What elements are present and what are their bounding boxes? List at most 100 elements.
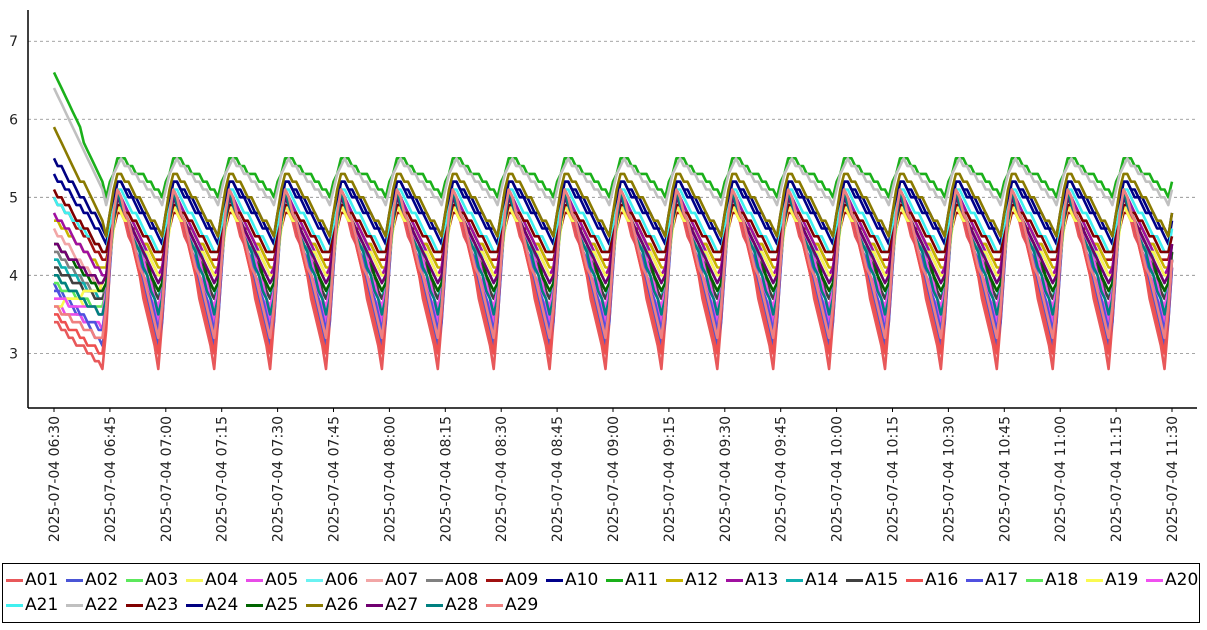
legend-swatch [306, 603, 323, 607]
legend-swatch [786, 578, 803, 582]
legend-label: A20 [1165, 570, 1199, 590]
legend-item-a02: A02 [66, 568, 118, 592]
legend-swatch [366, 578, 383, 582]
legend-label: A08 [445, 570, 479, 590]
legend-item-a29: A29 [486, 593, 538, 617]
legend-item-a12: A12 [666, 568, 718, 592]
legend-label: A02 [85, 570, 119, 590]
legend-label: A29 [505, 595, 539, 615]
legend-label: A17 [985, 570, 1019, 590]
legend-item-a23: A23 [126, 593, 178, 617]
legend-item-a21: A21 [6, 593, 58, 617]
legend-label: A18 [1045, 570, 1079, 590]
legend-label: A12 [685, 570, 719, 590]
legend-item-a08: A08 [426, 568, 478, 592]
legend-item-a11: A11 [606, 568, 658, 592]
series-lines [52, 71, 1174, 371]
legend-item-a09: A09 [486, 568, 538, 592]
legend-item-a26: A26 [306, 593, 358, 617]
legend-item-a18: A18 [1026, 568, 1078, 592]
series-line-a22 [52, 87, 1174, 207]
series-line-a11 [52, 71, 1174, 199]
legend-label: A28 [445, 595, 479, 615]
legend-item-a27: A27 [366, 593, 418, 617]
legend-label: A07 [385, 570, 419, 590]
legend-item-a17: A17 [966, 568, 1018, 592]
legend-swatch [426, 578, 443, 582]
legend-label: A21 [25, 595, 59, 615]
x-tick-label: 2025-07-04 07:45 [327, 416, 343, 542]
legend-label: A19 [1105, 570, 1139, 590]
y-tick-label: 3 [9, 346, 18, 362]
legend-label: A03 [145, 570, 179, 590]
y-tick-labels: 3 4 5 6 7 [9, 34, 18, 362]
legend-swatch [186, 603, 203, 607]
y-tick-label: 5 [9, 190, 18, 206]
x-tick-label: 2025-07-04 06:45 [103, 416, 119, 542]
legend-item-a15: A15 [846, 568, 898, 592]
legend-swatch [1086, 578, 1103, 582]
legend-item-a01: A01 [6, 568, 58, 592]
legend-label: A26 [325, 595, 359, 615]
x-tick-label: 2025-07-04 09:30 [718, 416, 734, 542]
legend-swatch [246, 578, 263, 582]
x-tick-label: 2025-07-04 09:45 [774, 416, 790, 542]
legend-swatch [246, 603, 263, 607]
legend-label: A15 [865, 570, 899, 590]
legend-label: A16 [925, 570, 959, 590]
legend-label: A11 [625, 570, 659, 590]
legend-swatch [666, 578, 683, 582]
legend-item-a03: A03 [126, 568, 178, 592]
legend-label: A24 [205, 595, 239, 615]
x-tick-label: 2025-07-04 08:00 [382, 416, 398, 542]
legend-swatch [426, 603, 443, 607]
x-tick-label: 2025-07-04 06:30 [47, 416, 63, 542]
legend-swatch [846, 578, 863, 582]
legend-swatch [1026, 578, 1043, 582]
legend-item-a13: A13 [726, 568, 778, 592]
legend-swatch [486, 603, 503, 607]
legend-label: A05 [265, 570, 299, 590]
legend-swatch [546, 578, 563, 582]
legend-swatch [966, 578, 983, 582]
legend-item-a25: A25 [246, 593, 298, 617]
x-tick-label: 2025-07-04 10:00 [830, 416, 846, 542]
x-tick-label: 2025-07-04 09:15 [662, 416, 678, 542]
legend-swatch [6, 603, 23, 607]
x-tick-label: 2025-07-04 10:45 [997, 416, 1013, 542]
legend-label: A23 [145, 595, 179, 615]
x-tick-label: 2025-07-04 07:30 [271, 416, 287, 542]
legend-item-a19: A19 [1086, 568, 1138, 592]
x-tick-label: 2025-07-04 07:15 [215, 416, 231, 542]
legend-swatch [306, 578, 323, 582]
legend-swatch [126, 603, 143, 607]
x-tick-label: 2025-07-04 08:15 [438, 416, 454, 542]
legend-item-a24: A24 [186, 593, 238, 617]
legend-swatch [906, 578, 923, 582]
x-tick-label: 2025-07-04 11:00 [1053, 416, 1069, 542]
legend-item-a05: A05 [246, 568, 298, 592]
legend-label: A14 [805, 570, 839, 590]
x-tick-label: 2025-07-04 10:30 [941, 416, 957, 542]
legend-label: A01 [25, 570, 59, 590]
legend-swatch [366, 603, 383, 607]
chart-legend: A01 A02 A03 A04 A05 A06 A07 A08 A09 A10 A11 A12 A13 A… [2, 563, 1200, 623]
legend-label: A09 [505, 570, 539, 590]
legend-item-a06: A06 [306, 568, 358, 592]
x-tick-label: 2025-07-04 08:30 [494, 416, 510, 542]
legend-swatch [6, 578, 23, 582]
series-line-a29 [54, 188, 1174, 340]
x-tick-labels: 2025-07-04 06:30 2025-07-04 06:45 2025-07-… [47, 408, 1181, 542]
legend-item-a28: A28 [426, 593, 478, 617]
legend-item-a04: A04 [186, 568, 238, 592]
legend-swatch [66, 603, 83, 607]
legend-label: A13 [745, 570, 779, 590]
legend-label: A22 [85, 595, 119, 615]
legend-swatch [66, 578, 83, 582]
y-tick-label: 6 [9, 112, 18, 128]
legend-item-a07: A07 [366, 568, 418, 592]
x-tick-label: 2025-07-04 11:30 [1165, 416, 1181, 542]
legend-label: A06 [325, 570, 359, 590]
x-tick-label: 2025-07-04 08:45 [550, 416, 566, 542]
